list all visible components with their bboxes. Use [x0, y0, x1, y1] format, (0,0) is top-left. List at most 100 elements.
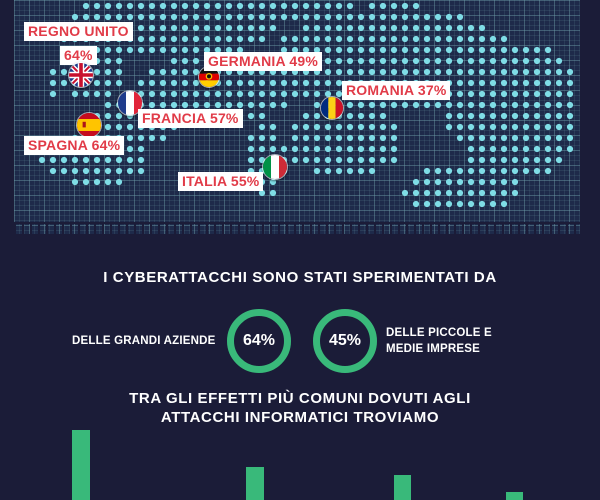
map-dot — [93, 13, 101, 21]
map-dot — [346, 13, 354, 21]
map-dot — [115, 112, 123, 120]
map-dot — [291, 35, 299, 43]
map-dot — [313, 35, 321, 43]
map-dot — [401, 101, 409, 109]
map-dot — [137, 35, 145, 43]
map-dot — [478, 123, 486, 131]
map-dot — [126, 145, 134, 153]
map-dot — [335, 24, 343, 32]
map-dot — [500, 200, 508, 208]
map-dot — [478, 134, 486, 142]
large-companies-ring: 64% — [227, 309, 291, 373]
map-dot — [368, 46, 376, 54]
map-dot — [93, 167, 101, 175]
map-dot — [555, 123, 563, 131]
map-dot — [203, 35, 211, 43]
map-dot — [566, 145, 574, 153]
map-dot — [357, 68, 365, 76]
map-dot — [423, 200, 431, 208]
map-dot — [269, 90, 277, 98]
map-dot — [412, 13, 420, 21]
map-dot — [390, 68, 398, 76]
effects-bars — [0, 420, 600, 500]
map-dot — [137, 134, 145, 142]
map-dot — [346, 57, 354, 65]
map-dot — [280, 79, 288, 87]
map-dot — [456, 178, 464, 186]
map-dot — [511, 68, 519, 76]
map-dot — [258, 189, 266, 197]
map-dot — [412, 57, 420, 65]
italy-label: ITALIA 55% — [178, 172, 264, 191]
map-dot — [280, 35, 288, 43]
map-dot — [423, 178, 431, 186]
map-dot — [511, 112, 519, 120]
map-dot — [137, 24, 145, 32]
map-dot — [170, 35, 178, 43]
map-dot — [170, 57, 178, 65]
map-dot — [533, 123, 541, 131]
map-dot — [401, 2, 409, 10]
map-dot — [511, 145, 519, 153]
spain-label: SPAGNA 64% — [24, 136, 125, 155]
map-dot — [379, 46, 387, 54]
map-dot — [148, 101, 156, 109]
map-dot — [115, 2, 123, 10]
map-dot — [368, 156, 376, 164]
map-dot — [390, 123, 398, 131]
map-dot — [467, 112, 475, 120]
map-dot — [511, 167, 519, 175]
map-dot — [478, 145, 486, 153]
map-dot — [170, 24, 178, 32]
map-dot — [544, 79, 552, 87]
map-dot — [137, 13, 145, 21]
map-dot — [390, 156, 398, 164]
map-dot — [456, 101, 464, 109]
map-dot — [192, 68, 200, 76]
map-dot — [434, 24, 442, 32]
map-dot — [555, 90, 563, 98]
map-dot — [544, 167, 552, 175]
map-dot — [115, 123, 123, 131]
map-dot — [324, 46, 332, 54]
map-dot — [522, 46, 530, 54]
map-dot — [412, 46, 420, 54]
map-dot — [522, 68, 530, 76]
map-dot — [346, 156, 354, 164]
map-dot — [335, 123, 343, 131]
map-dot — [500, 178, 508, 186]
map-dot — [522, 90, 530, 98]
map-dot — [93, 156, 101, 164]
map-dot — [357, 134, 365, 142]
map-dot — [247, 101, 255, 109]
map-dot — [203, 46, 211, 54]
map-dot — [412, 189, 420, 197]
map-dot — [401, 13, 409, 21]
map-dot — [258, 90, 266, 98]
map-dot — [533, 79, 541, 87]
map-dot — [159, 79, 167, 87]
map-dot — [500, 101, 508, 109]
map-dot — [434, 57, 442, 65]
map-dot — [93, 90, 101, 98]
map-dot — [258, 101, 266, 109]
map-dot — [555, 156, 563, 164]
map-dot — [203, 2, 211, 10]
map-dot — [533, 90, 541, 98]
map-dot — [544, 134, 552, 142]
map-dot — [236, 46, 244, 54]
map-dot — [379, 101, 387, 109]
map-dot — [225, 24, 233, 32]
uk-flag-icon — [68, 62, 94, 88]
map-dot — [93, 68, 101, 76]
map-dot — [313, 2, 321, 10]
map-dot — [247, 90, 255, 98]
map-dot — [368, 101, 376, 109]
map-dot — [456, 123, 464, 131]
map-dot — [225, 46, 233, 54]
map-dot — [368, 145, 376, 153]
map-dot — [159, 46, 167, 54]
map-dot — [489, 112, 497, 120]
map-dot — [368, 13, 376, 21]
map-dot — [335, 68, 343, 76]
